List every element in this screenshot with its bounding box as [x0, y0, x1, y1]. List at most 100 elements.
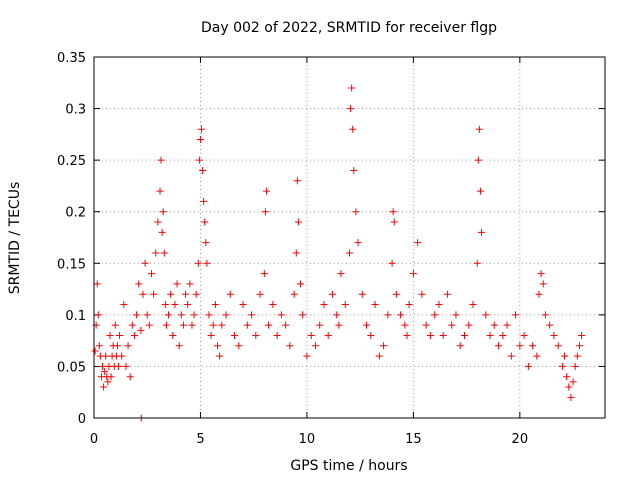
- data-point: [405, 301, 413, 309]
- data-point: [124, 342, 132, 350]
- data-point: [118, 352, 126, 360]
- data-point: [390, 218, 398, 226]
- data-point: [546, 321, 554, 329]
- data-point: [537, 270, 545, 278]
- data-point: [205, 311, 213, 319]
- data-point: [563, 373, 571, 381]
- data-point: [192, 290, 200, 298]
- data-point: [116, 331, 124, 339]
- data-point: [367, 331, 375, 339]
- data-point: [409, 270, 417, 278]
- data-point: [371, 301, 379, 309]
- data-point: [260, 270, 268, 278]
- data-point: [158, 228, 166, 236]
- data-point: [578, 331, 586, 339]
- data-point: [143, 311, 151, 319]
- data-point: [173, 280, 181, 288]
- data-point: [162, 321, 170, 329]
- data-point: [290, 290, 298, 298]
- data-point: [107, 373, 115, 381]
- data-point: [293, 177, 301, 185]
- data-point: [465, 321, 473, 329]
- data-point: [113, 342, 121, 350]
- data-point: [165, 311, 173, 319]
- data-point: [106, 331, 114, 339]
- data-point: [93, 280, 101, 288]
- data-point: [239, 301, 247, 309]
- data-point: [350, 166, 358, 174]
- x-tick-label: 15: [405, 432, 422, 447]
- data-point: [512, 311, 520, 319]
- y-tick-label: 0.3: [65, 103, 86, 118]
- data-point: [202, 239, 210, 247]
- data-point: [128, 321, 136, 329]
- data-point: [311, 342, 319, 350]
- x-tick-label: 0: [90, 432, 98, 447]
- data-point: [265, 321, 273, 329]
- data-point: [575, 342, 583, 350]
- data-point: [216, 352, 224, 360]
- data-point: [571, 362, 579, 370]
- data-point: [475, 125, 483, 133]
- data-point: [473, 259, 481, 267]
- data-point: [565, 383, 573, 391]
- data-point: [567, 393, 575, 401]
- data-point: [414, 239, 422, 247]
- data-point: [431, 311, 439, 319]
- data-point: [320, 301, 328, 309]
- data-point: [348, 84, 356, 92]
- data-point: [335, 321, 343, 329]
- data-point: [448, 321, 456, 329]
- data-point: [114, 362, 122, 370]
- data-points: [91, 84, 586, 422]
- data-point: [456, 342, 464, 350]
- data-point: [160, 249, 168, 257]
- data-point: [422, 321, 430, 329]
- data-point: [198, 125, 206, 133]
- data-point: [539, 280, 547, 288]
- data-point: [194, 259, 202, 267]
- data-point: [286, 342, 294, 350]
- data-point: [199, 166, 207, 174]
- x-axis-title: GPS time / hours: [290, 458, 407, 474]
- data-point: [235, 342, 243, 350]
- data-point: [99, 362, 107, 370]
- data-point: [130, 331, 138, 339]
- data-point: [469, 301, 477, 309]
- data-point: [154, 218, 162, 226]
- y-axis-title: SRMTID / TECUs: [7, 182, 23, 295]
- data-point: [474, 156, 482, 164]
- data-point: [333, 311, 341, 319]
- data-point: [452, 311, 460, 319]
- data-point: [495, 342, 503, 350]
- data-point: [529, 342, 537, 350]
- data-point: [91, 347, 99, 355]
- data-point: [269, 301, 277, 309]
- data-point: [558, 362, 566, 370]
- data-point: [297, 280, 305, 288]
- data-point: [520, 331, 528, 339]
- data-point: [100, 383, 108, 391]
- data-point: [403, 331, 411, 339]
- data-point: [389, 208, 397, 216]
- data-point: [550, 331, 558, 339]
- data-point: [207, 331, 215, 339]
- data-point: [486, 331, 494, 339]
- data-point: [524, 362, 532, 370]
- y-tick-label: 0.1: [65, 309, 86, 324]
- data-point: [226, 290, 234, 298]
- data-point: [397, 311, 405, 319]
- data-point: [213, 342, 221, 350]
- data-point: [145, 321, 153, 329]
- data-point: [186, 280, 194, 288]
- data-point: [349, 125, 357, 133]
- data-point: [201, 218, 209, 226]
- data-point: [261, 208, 269, 216]
- data-point: [262, 187, 270, 195]
- data-point: [169, 331, 177, 339]
- data-point: [347, 105, 355, 113]
- data-point: [573, 352, 581, 360]
- data-point: [231, 331, 239, 339]
- data-point: [177, 311, 185, 319]
